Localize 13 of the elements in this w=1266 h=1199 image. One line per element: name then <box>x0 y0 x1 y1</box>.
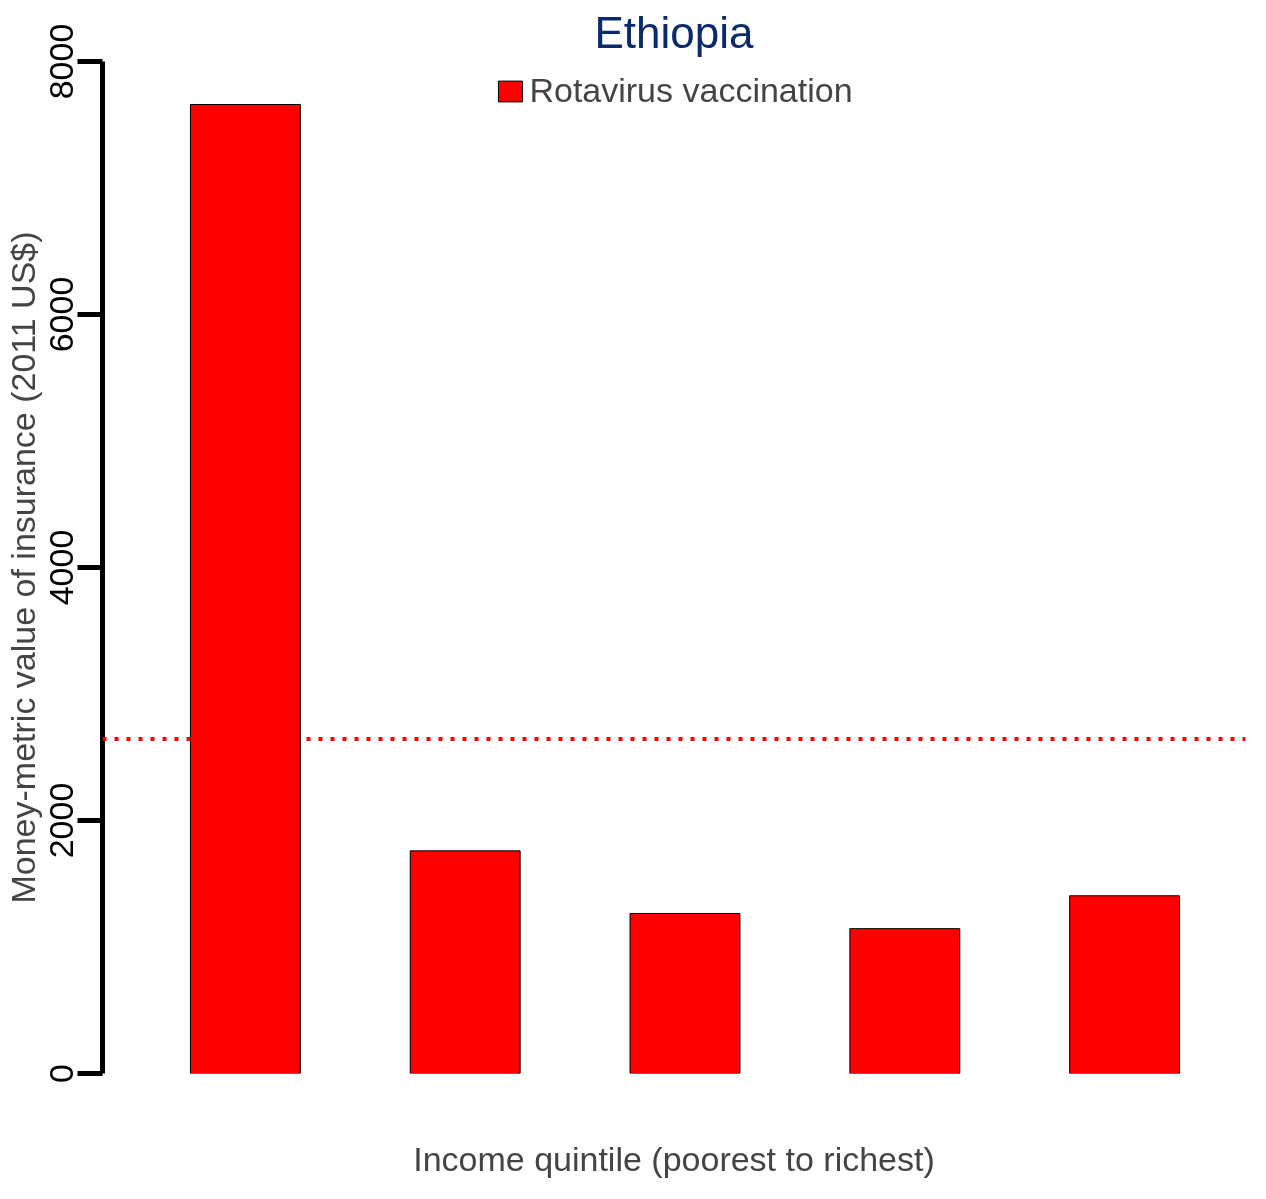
y-tick-label: 4000 <box>41 529 80 606</box>
chart-title: Ethiopia <box>594 7 755 57</box>
bar <box>849 928 961 1074</box>
y-tick-label: 2000 <box>41 782 80 859</box>
bar <box>1069 895 1181 1074</box>
bar <box>629 912 741 1074</box>
bar <box>409 850 521 1074</box>
x-axis-title: Income quintile (poorest to richest) <box>413 1139 935 1178</box>
legend-label: Rotavirus vaccination <box>529 71 853 110</box>
y-tick-label: 6000 <box>41 276 80 353</box>
y-axis-title: Money-metric value of insurance (2011 US$) <box>3 231 42 904</box>
y-tick-label: 0 <box>41 1064 80 1083</box>
y-tick-label: 8000 <box>41 23 80 100</box>
